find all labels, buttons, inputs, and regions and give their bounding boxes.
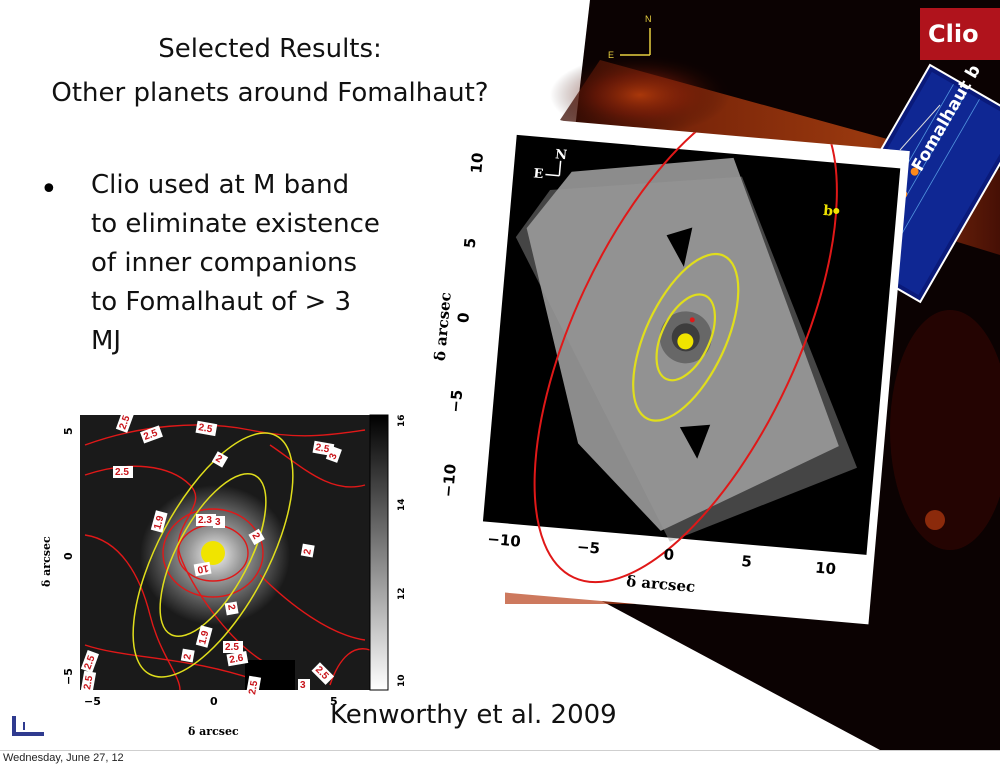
contour-label: 2 [225, 604, 237, 612]
contour-label: 2.5 [115, 467, 129, 478]
contour-label: 2.5 [82, 674, 95, 690]
contour-label: 1.9 [197, 629, 211, 646]
large-figure-plot: N E b −10 −5 0 5 10 δ arcsec 10 5 0 −5 −… [431, 91, 901, 596]
clio-logo-badge: Clio [920, 8, 1000, 60]
contour-label: 2.5 [197, 422, 213, 435]
slide-title-line-1: Selected Results: [158, 34, 382, 64]
background-compass-n-label: N [645, 14, 652, 24]
footer-date: Wednesday, June 27, 12 [3, 752, 124, 764]
large-compass-e-label: E [533, 166, 544, 182]
large-ytick: −5 [446, 389, 466, 413]
contour-label: 2.5 [247, 679, 260, 695]
colorbar [369, 414, 389, 691]
background-compass-e-label: E [608, 50, 614, 60]
contour-label: 2 [302, 548, 314, 556]
small-xtick: 0 [210, 695, 218, 708]
large-xlabel: δ arcsec [625, 572, 695, 596]
contour-label: 3 [300, 680, 306, 691]
large-xtick: 10 [814, 559, 836, 579]
large-figure: N E b −10 −5 0 5 10 δ arcsec 10 5 0 −5 −… [405, 91, 910, 625]
small-ytick: 0 [62, 552, 75, 560]
slide-title-line-2: Other planets around Fomalhaut? [51, 78, 489, 108]
colorbar-tick: 10 [397, 674, 407, 687]
bullet-line: MJ [91, 326, 122, 356]
small-ytick: −5 [62, 668, 75, 685]
contour-label: 2.5 [117, 414, 132, 431]
large-ylabel: δ arcsec [431, 291, 455, 361]
small-xlabel: δ arcsec [188, 725, 239, 738]
bullet-line: Clio used at M band [91, 170, 350, 200]
large-ytick: 0 [454, 312, 473, 324]
contour-label: 2.5 [82, 654, 97, 671]
bullet-line: to Fomalhaut of > 3 [91, 287, 352, 317]
contour-label: 1.9 [152, 514, 166, 531]
colorbar-tick: 14 [397, 498, 407, 511]
small-ytick: 5 [62, 427, 75, 435]
large-xtick: 5 [741, 552, 753, 571]
colorbar-tick: 12 [397, 587, 407, 600]
contour-label: 2.5 [225, 642, 239, 653]
small-ylabel: δ arcsec [40, 536, 53, 587]
small-figure: 2.5 2.5 2.5 2.5 3 2 1.9 2.3 3 2 2 2 10 2… [30, 405, 410, 750]
large-ytick: −10 [439, 463, 460, 498]
bullet-line: to eliminate existence [91, 209, 380, 239]
bullet-dot-icon: • [40, 172, 58, 207]
contour-label: 2.5 [314, 442, 330, 455]
large-xtick: −5 [576, 538, 600, 558]
large-xtick: −10 [487, 530, 522, 551]
contour-label: 2.3 [198, 515, 212, 526]
large-ytick: 5 [461, 237, 480, 249]
small-xtick: 5 [330, 695, 338, 708]
colorbar-tick: 16 [397, 414, 407, 427]
background-compass [620, 28, 651, 56]
slide: N E Clio Fomalhaut b [0, 0, 1000, 751]
institution-logo-icon [12, 716, 44, 736]
citation: Kenworthy et al. 2009 [330, 700, 617, 730]
contour-label: 2 [182, 653, 194, 661]
bullet-line: of inner companions [91, 248, 358, 278]
contour-label: 3 [215, 517, 221, 528]
contour-label: 10 [196, 562, 209, 575]
contour-label: 2.6 [229, 653, 245, 666]
small-figure-plot: 2.5 2.5 2.5 2.5 3 2 1.9 2.3 3 2 2 2 10 2… [40, 410, 407, 738]
planet-b-label: b [823, 203, 834, 220]
contour-label: 2 [249, 531, 262, 542]
large-compass-n-label: N [554, 147, 567, 163]
contour-label: 3 [327, 452, 339, 461]
large-xtick: 0 [663, 545, 675, 564]
large-ytick: 10 [467, 152, 487, 174]
small-xtick: −5 [84, 695, 101, 708]
contour-label: 2 [214, 453, 225, 466]
contour-label: 2.5 [142, 428, 159, 443]
